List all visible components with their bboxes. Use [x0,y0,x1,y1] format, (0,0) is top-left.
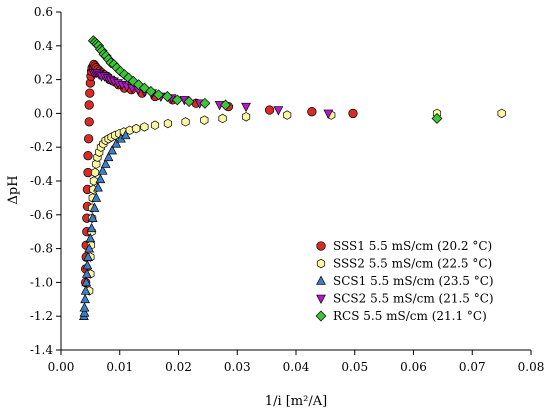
data-point [91,192,102,202]
series-5 [87,35,443,124]
data-point [82,260,93,270]
data-point [84,117,94,127]
y-tick-label: -0.2 [30,140,53,154]
y-axis-title: ΔpH [6,175,21,204]
data-point [86,222,97,233]
data-point [81,268,92,278]
x-tick-label: 0.08 [518,360,545,374]
data-point [200,115,209,125]
data-point [431,113,443,124]
data-point [85,88,95,98]
data-point [323,109,334,119]
data-point [85,232,96,243]
data-point [111,138,122,148]
data-point [220,99,231,111]
data-point [84,243,95,253]
data-point [97,165,108,175]
data-point [84,100,94,110]
x-tick-label: 0.01 [106,360,133,374]
series-3 [79,129,131,320]
data-point [79,302,90,312]
legend-marker [316,241,326,251]
x-tick-label: 0.00 [48,360,75,374]
data-point [80,293,90,304]
x-tick-label: 0.07 [459,360,486,374]
y-tick-label: 0.6 [34,5,53,19]
series-1 [81,59,358,288]
data-point [497,108,506,119]
data-point [100,158,111,168]
data-point [163,118,172,129]
y-tick-label: -0.6 [30,208,53,222]
data-point [103,151,114,162]
x-tick-label: 0.02 [165,360,192,374]
data-point [132,123,141,134]
x-tick-label: 0.05 [341,360,368,374]
data-point [199,97,211,109]
data-point [93,182,103,192]
y-tick-label: -0.4 [30,174,54,188]
y-tick-label: 0.4 [34,39,53,53]
data-point [80,285,91,295]
x-tick-label: 0.03 [224,360,251,374]
data-point [273,106,284,116]
data-point [161,91,173,102]
data-point [348,108,358,119]
data-point [120,129,131,140]
data-point [119,69,130,80]
data-point [92,159,101,169]
x-tick-label: 0.06 [400,360,427,374]
data-point [79,307,90,317]
data-point [283,110,292,120]
legend-label: SCS2 5.5 mS/cm (21.5 °C) [333,292,494,306]
y-tick-label: -1.2 [30,309,53,323]
legend-marker [315,310,327,322]
data-point [183,96,195,108]
data-point [241,112,251,122]
data-point [83,134,94,144]
data-point [91,167,100,178]
data-point [89,176,98,186]
x-axis-title: 1/i [m²/A] [265,394,327,409]
x-tick-label: 0.04 [283,360,310,374]
data-point [87,212,98,222]
data-points [79,35,506,320]
data-point [307,107,317,117]
data-point [181,117,190,127]
data-point [218,113,227,124]
legend-marker [316,258,326,269]
legend-label: SCS1 5.5 mS/cm (23.5 °C) [333,274,494,288]
data-point [95,173,106,184]
y-tick-label: 0.2 [34,73,53,87]
data-point [83,251,93,261]
data-point [81,276,92,287]
data-point [83,150,93,161]
data-point [140,122,149,132]
y-tick-label: -1.0 [30,275,53,289]
data-point [107,145,117,155]
legend-label: SSS1 5.5 mS/cm (20.2 °C) [333,239,492,253]
legend-marker [316,294,326,304]
data-point [153,89,164,101]
data-point [150,120,160,130]
legend-label: RCS 5.5 mS/cm (21.1 °C) [333,309,487,323]
legend: SSS1 5.5 mS/cm (20.2 °C) SSS2 5.5 mS/cm (… [315,239,494,323]
legend-label: SSS2 5.5 mS/cm (22.5 °C) [333,257,492,271]
legend-marker [316,275,326,285]
data-point [241,102,251,113]
data-point [145,85,157,97]
data-point [264,105,275,115]
y-tick-label: -0.8 [30,242,53,256]
y-tick-label: -1.4 [30,343,54,357]
series-2 [85,108,506,296]
y-tick-label: 0.0 [34,106,53,120]
axes: -1.4 -1.2 -1.0 -0.8 -0.6 -0.4 -0.2 0.0 0.2 0.4 0.6… [30,5,545,374]
data-point [89,202,100,212]
data-point [171,94,183,106]
